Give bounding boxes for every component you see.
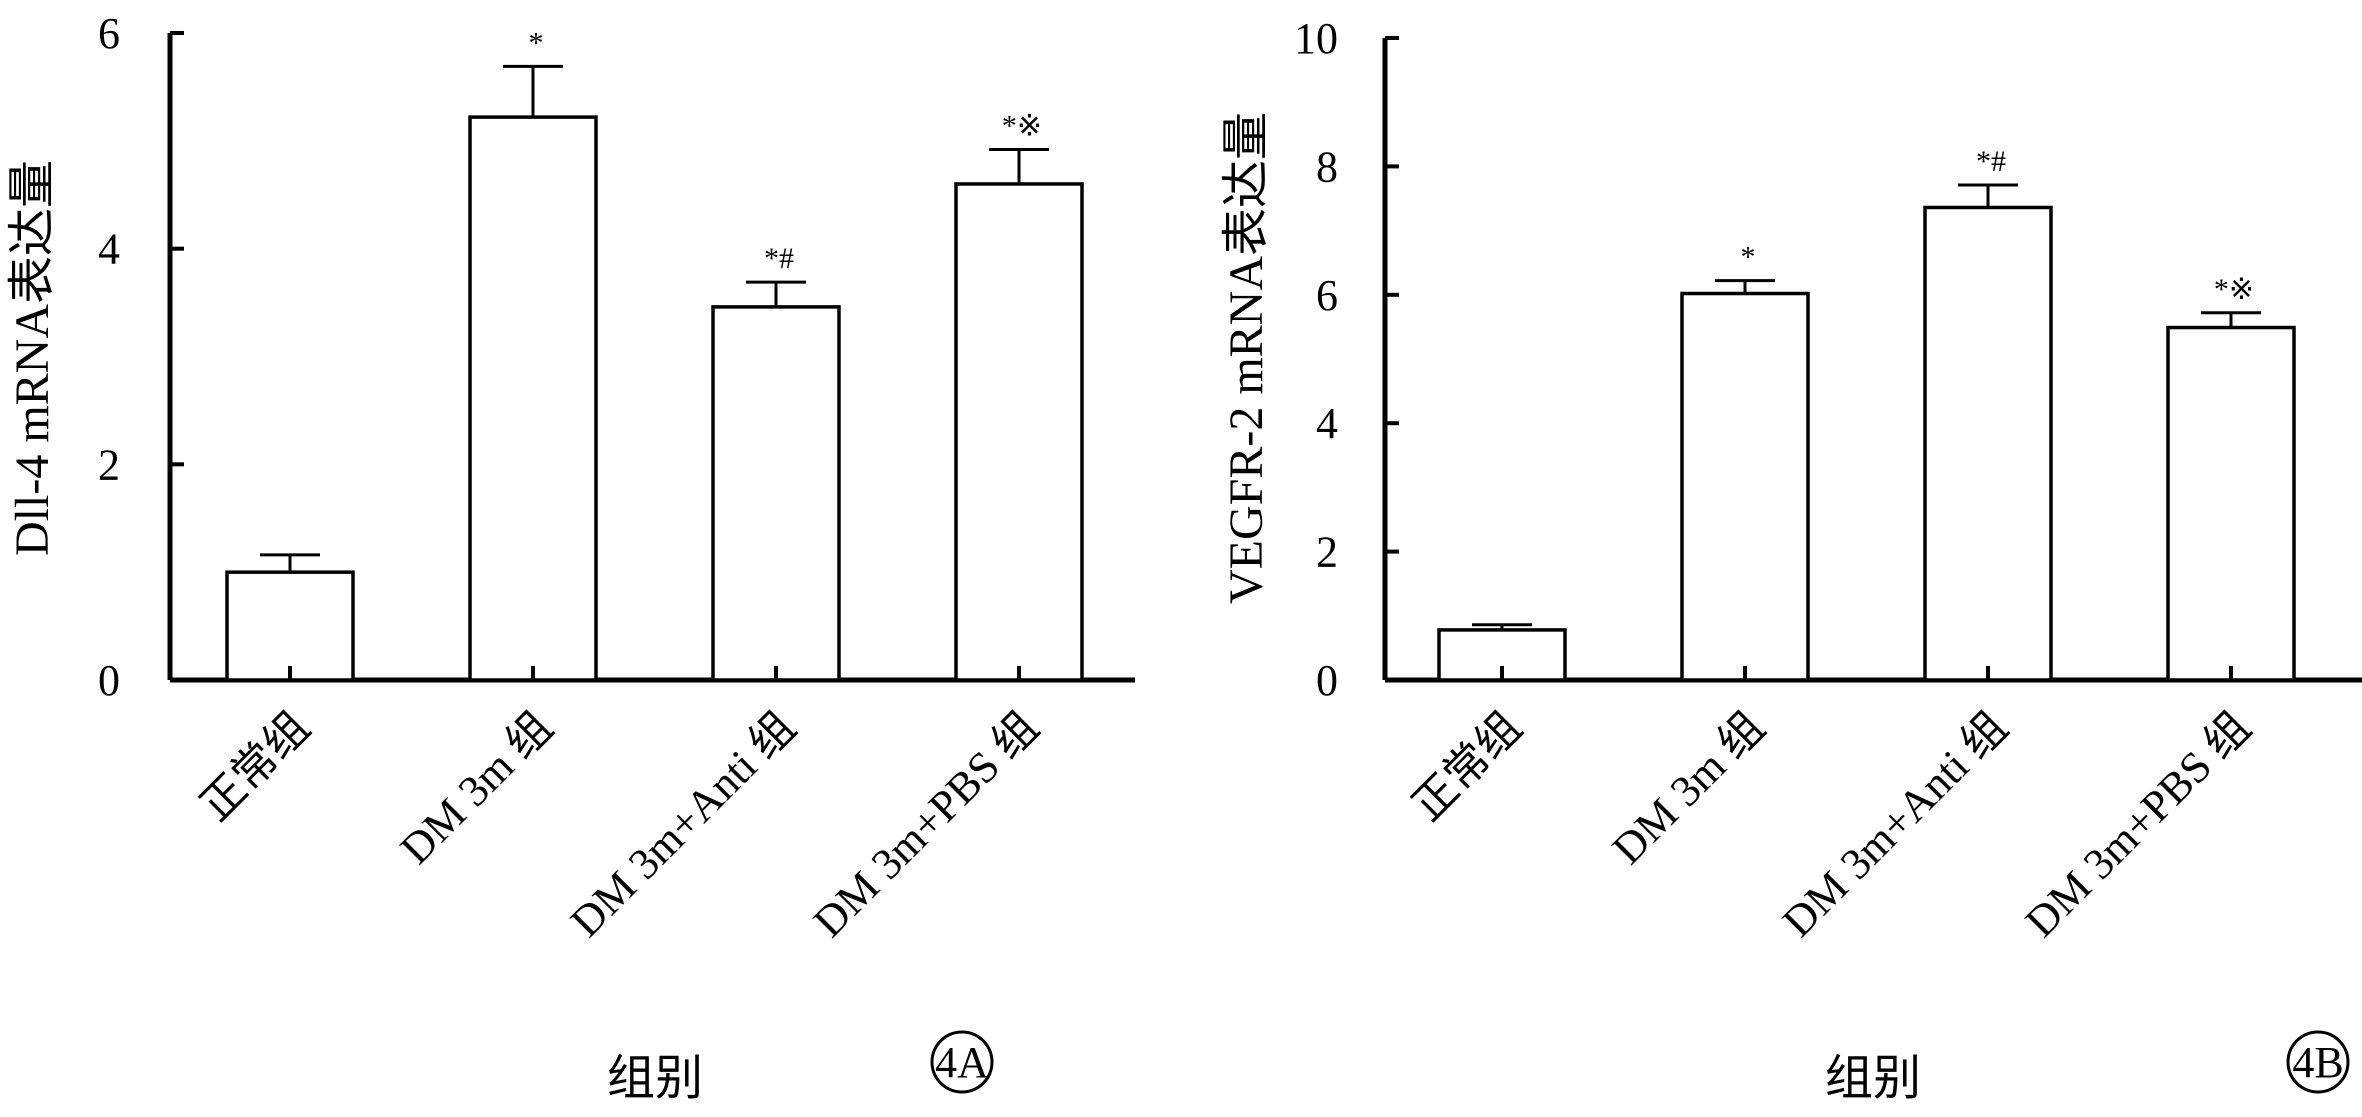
panel-4a-x-axis-title: 组别 <box>607 1052 703 1105</box>
panel-4b-badge-label: 4B <box>2292 1038 2343 1087</box>
panel-4a-category-label: 正常组 <box>191 702 319 830</box>
panel-4a-bar <box>225 570 355 682</box>
panel-4b-category-label: DM 3m 组 <box>1603 702 1774 873</box>
panel-4a-y-tick-label: 6 <box>98 9 120 58</box>
panel-4b-significance-label: *※ <box>2214 273 2254 306</box>
panel-4a-y-tick-label: 2 <box>98 440 120 489</box>
panel-4b-significance-label: *# <box>1976 145 2006 178</box>
panel-4b-badge-circle <box>2286 1030 2350 1094</box>
panel-4a-significance-label: *# <box>764 242 794 275</box>
panel-4b-y-tick-label: 0 <box>1316 656 1338 705</box>
panel-4b-y-axis-title: VEGFR-2 mRNA表达量 <box>1220 112 1273 604</box>
panel-4a: 0 2 4 6 正常组 * DM 3m 组 *# DM 3m+Anti 组 *※ DM 3m+PBS… <box>6 9 1135 1105</box>
panel-4a-category-label: DM 3m 组 <box>391 702 562 873</box>
panel-4a-category-label: DM 3m+Anti 组 <box>561 702 805 946</box>
panel-4b-y-tick-label: 4 <box>1316 399 1338 448</box>
panel-4a-y-tick-label: 4 <box>98 225 120 274</box>
panel-4b-category-label: 正常组 <box>1403 702 1531 830</box>
panel-4a-significance-label: * <box>529 26 544 59</box>
panel-4b-y-tick-label: 2 <box>1316 528 1338 577</box>
panel-4b-bar <box>1680 291 1810 682</box>
panel-4a-y-tick-label: 0 <box>98 656 120 705</box>
panel-4b-category-label: DM 3m+PBS 组 <box>2016 702 2260 946</box>
panel-4b-y-tick-label: 8 <box>1316 142 1338 191</box>
panel-4a-bar <box>954 182 1084 682</box>
panel-4a-badge-label: 4A <box>935 1038 989 1087</box>
panel-4b-bar <box>1923 205 2053 682</box>
panel-4a-y-axis-title: Dll-4 mRNA表达量 <box>6 160 59 556</box>
panel-4b-significance-label: * <box>1741 241 1756 274</box>
panel-4b-y-tick-label: 6 <box>1316 271 1338 320</box>
panel-4b: 0 2 4 6 8 10 正常组 * DM 3m 组 *# DM 3m+Anti 组 *※ DM 3m+… <box>1220 14 2362 1105</box>
panel-4b-bar <box>2166 325 2296 682</box>
panel-4a-badge-circle <box>930 1030 994 1094</box>
panel-4b-category-label: DM 3m+Anti 组 <box>1773 702 2017 946</box>
panel-4a-category-label: DM 3m+PBS 组 <box>804 702 1048 946</box>
panel-4a-significance-label: *※ <box>1002 109 1042 142</box>
panel-4a-bar <box>468 115 598 682</box>
panel-4b-x-axis-title: 组别 <box>1825 1052 1921 1105</box>
panel-4b-y-tick-label: 10 <box>1294 14 1338 63</box>
panel-4a-bar <box>711 305 841 682</box>
